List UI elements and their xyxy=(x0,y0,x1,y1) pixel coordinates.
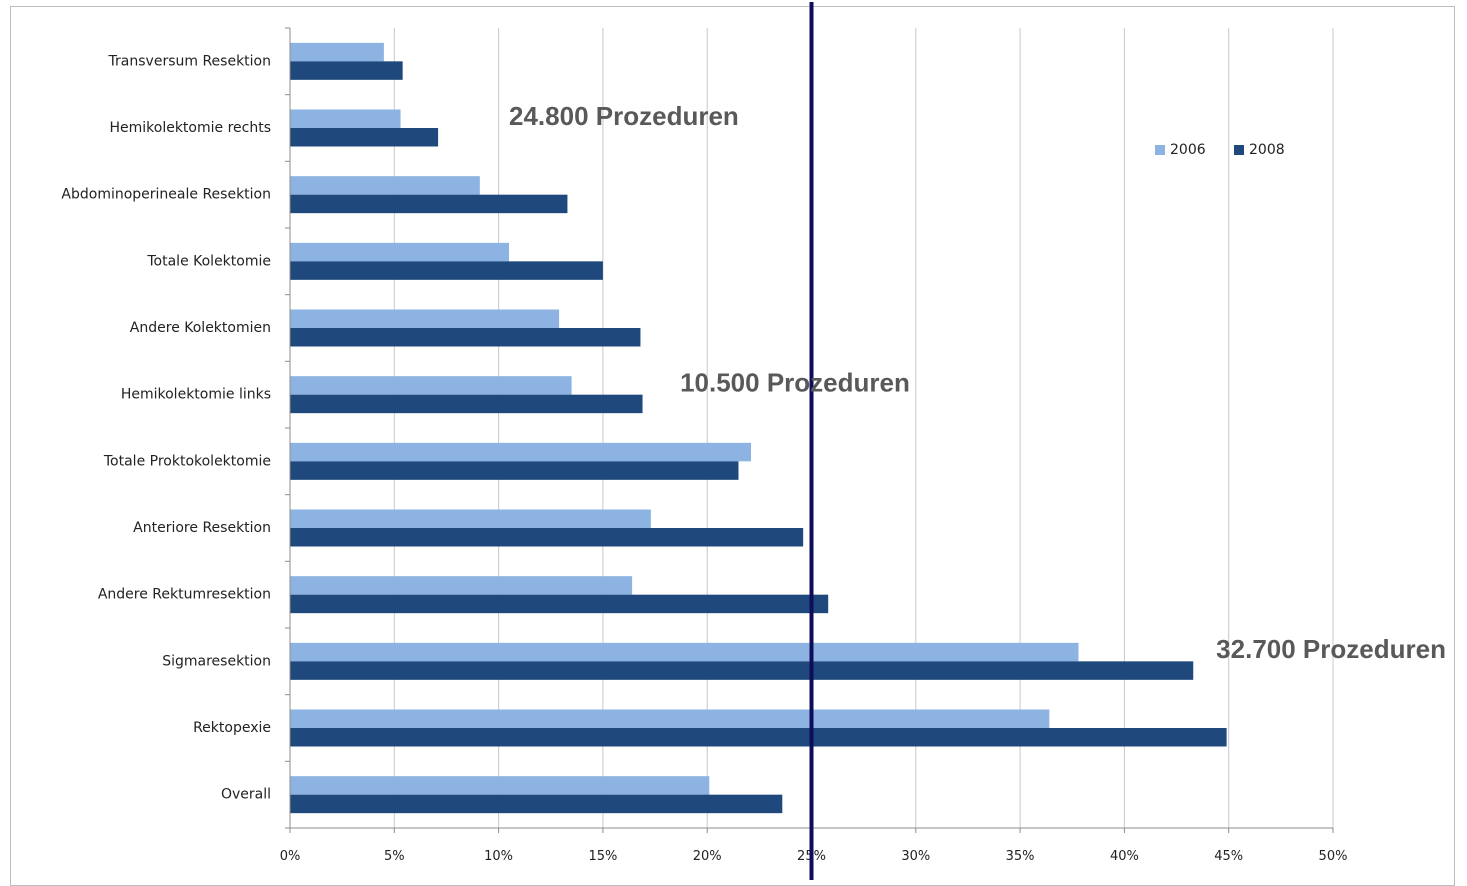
bar-2006 xyxy=(290,42,384,62)
bar-2006 xyxy=(290,242,510,262)
x-tick-label: 10% xyxy=(484,849,513,864)
bar-2006 xyxy=(290,576,633,595)
x-tick-label: 40% xyxy=(1110,849,1139,864)
bar-2008 xyxy=(290,728,1227,747)
bar-2008 xyxy=(290,528,804,547)
procedure-count-annotation: 10.500 Prozeduren xyxy=(680,368,910,398)
bar-2008 xyxy=(290,61,403,80)
bar-2006 xyxy=(290,509,651,528)
x-tick-label: 5% xyxy=(384,849,405,864)
category-label: Anteriore Resektion xyxy=(133,520,271,536)
bar-2006 xyxy=(290,442,752,462)
bar-2008 xyxy=(290,328,641,347)
x-tick-label: 0% xyxy=(280,849,301,864)
bar-2008 xyxy=(290,394,643,414)
bar-2006 xyxy=(290,642,1079,662)
category-label: Overall xyxy=(221,787,271,803)
bar-2006 xyxy=(290,176,480,195)
category-label: Rektopexie xyxy=(193,720,271,736)
annotations: 24.800 Prozeduren 10.500 Prozeduren 32.700… xyxy=(509,101,1446,664)
y-axis: Transversum Resektion Hemikolektomie rech… xyxy=(61,27,291,829)
bar-2008 xyxy=(290,128,439,147)
bar-2006 xyxy=(290,309,560,328)
x-tick-label: 35% xyxy=(1006,849,1035,864)
bar-2006 xyxy=(290,109,401,128)
category-label: Transversum Resektion xyxy=(108,53,271,69)
category-label: Hemikolektomie links xyxy=(121,387,271,403)
legend-swatch-2008 xyxy=(1234,145,1244,155)
x-tick-label: 30% xyxy=(901,849,930,864)
bar-2006 xyxy=(290,709,1050,728)
legend-label-2008: 2008 xyxy=(1249,142,1285,158)
procedure-count-annotation: 32.700 Prozeduren xyxy=(1216,634,1446,664)
x-tick-label: 20% xyxy=(693,849,722,864)
bar-2006 xyxy=(290,376,572,395)
x-tick-label: 45% xyxy=(1214,849,1243,864)
bar-2008 xyxy=(290,194,568,214)
bar-2008 xyxy=(290,794,783,814)
x-tick-label: 15% xyxy=(588,849,617,864)
bar-2008 xyxy=(290,461,739,480)
category-label: Andere Kolektomien xyxy=(130,320,271,336)
category-label: Totale Kolektomie xyxy=(146,253,271,269)
category-label: Abdominoperineale Resektion xyxy=(61,187,271,203)
category-label: Hemikolektomie rechts xyxy=(109,120,271,136)
legend: 2006 2008 xyxy=(1155,142,1285,158)
procedure-count-annotation: 24.800 Prozeduren xyxy=(509,101,739,131)
legend-label-2006: 2006 xyxy=(1170,142,1206,158)
bar-2008 xyxy=(290,594,829,614)
bar-2008 xyxy=(290,261,603,280)
legend-swatch-2006 xyxy=(1155,145,1165,155)
bar-2006 xyxy=(290,776,710,795)
category-label: Totale Proktokolektomie xyxy=(103,453,271,469)
bars xyxy=(290,42,1227,814)
x-tick-label: 50% xyxy=(1319,849,1348,864)
category-label: Sigmaresektion xyxy=(162,653,271,669)
category-label: Andere Rektumresektion xyxy=(98,587,271,603)
x-axis: 0%5%10%15%20%25%30%35%40%45%50% xyxy=(280,827,1348,864)
bar-2008 xyxy=(290,661,1194,680)
